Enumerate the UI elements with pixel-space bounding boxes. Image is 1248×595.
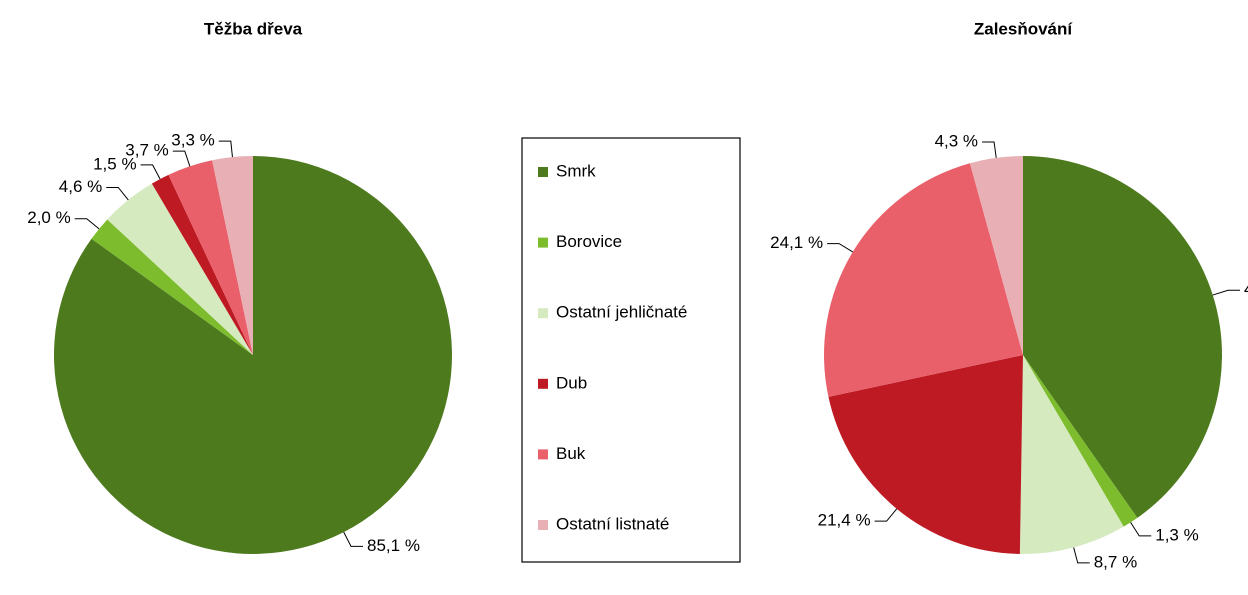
pie-slice: [824, 163, 1023, 397]
leader-line: [172, 150, 191, 167]
leader-line: [1130, 522, 1152, 537]
data-label: 21,4 %: [818, 511, 871, 530]
pie-slice: [54, 156, 453, 554]
chart-title: Těžba dřeva: [204, 19, 303, 38]
pie-slice: [168, 160, 253, 355]
leader-line: [74, 218, 100, 230]
pie-slice: [151, 174, 253, 355]
pie-slice: [969, 156, 1023, 355]
data-label: 1,5 %: [93, 154, 136, 173]
pie-slice: [828, 355, 1023, 554]
legend-swatch: [538, 449, 548, 460]
leader-line: [874, 508, 898, 522]
data-label: 2,0 %: [27, 208, 70, 227]
data-label: 8,7 %: [1094, 552, 1137, 571]
data-label: 3,3 %: [171, 131, 214, 150]
pie-slice: [107, 183, 253, 355]
legend-swatch: [538, 237, 548, 248]
legend-swatch: [538, 520, 548, 530]
pie-slice: [1019, 355, 1124, 554]
legend-box: [521, 137, 741, 563]
data-label: 24,1 %: [770, 233, 823, 252]
legend-swatch: [538, 308, 548, 319]
pie-slice: [91, 219, 253, 355]
leader-line: [106, 186, 129, 201]
legend-label: Ostatní listnaté: [556, 514, 669, 533]
legend-label: Buk: [556, 444, 586, 463]
leader-line: [982, 141, 997, 158]
legend-label: Smrk: [556, 161, 596, 180]
data-label: 3,7 %: [125, 141, 168, 160]
legend-swatch: [538, 378, 548, 389]
data-label: 85,1 %: [367, 536, 420, 555]
data-label: 4,3 %: [935, 131, 978, 150]
leader-line: [140, 164, 161, 180]
leader-line: [827, 243, 854, 253]
leader-line: [218, 140, 233, 158]
leader-line: [1212, 289, 1241, 296]
leader-line: [343, 531, 364, 547]
pie-slice: [1023, 156, 1222, 518]
legend-swatch: [538, 167, 548, 177]
pie-slice: [212, 156, 253, 355]
data-label: 4,6 %: [59, 177, 102, 196]
chart-title: Zalesňování: [974, 19, 1074, 38]
data-label: 1,3 %: [1155, 525, 1198, 544]
legend-label: Ostatní jehličnaté: [556, 303, 687, 322]
data-label: 40,3 %: [1244, 280, 1248, 299]
leader-line: [1073, 547, 1090, 564]
legend-label: Borovice: [556, 232, 622, 251]
pie-slice: [1023, 355, 1138, 527]
legend-label: Dub: [556, 373, 587, 392]
